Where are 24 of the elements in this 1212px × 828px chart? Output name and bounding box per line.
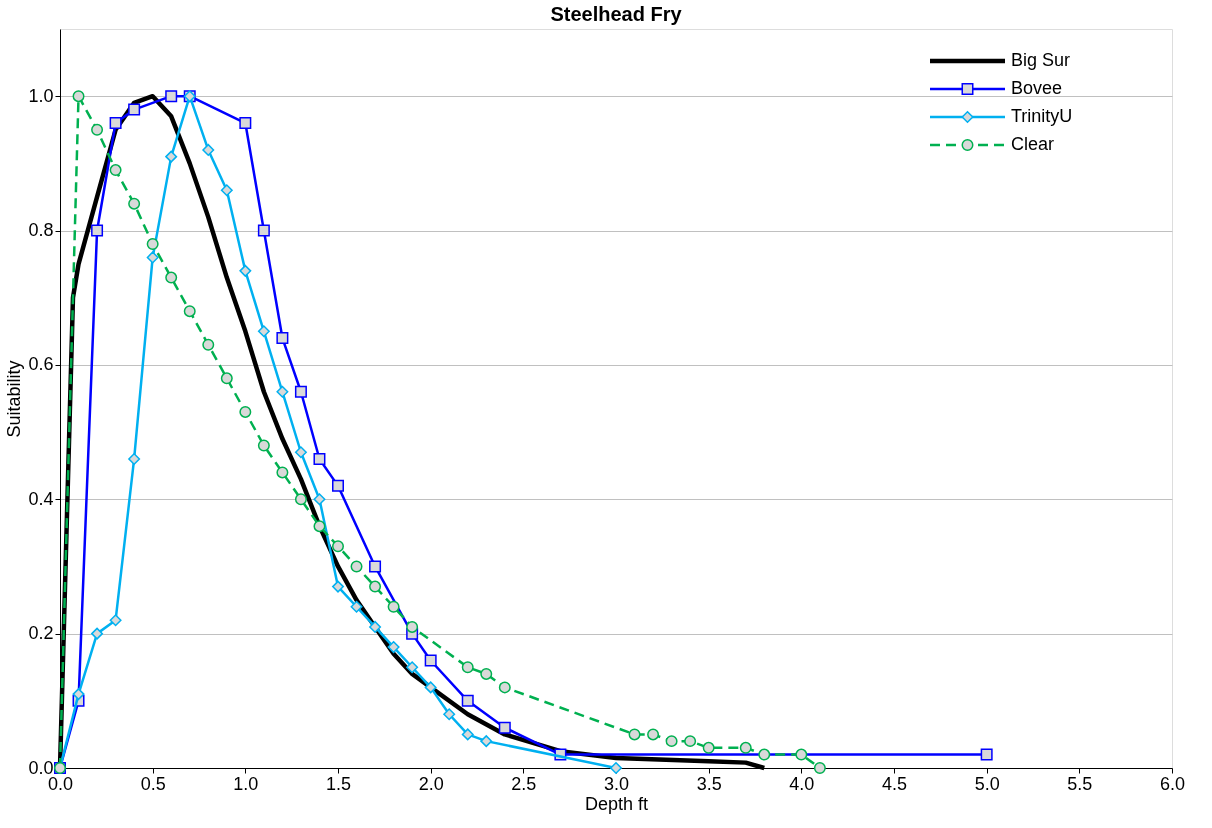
x-tick-label: 1.5 <box>325 773 352 794</box>
legend-label: Clear <box>1011 134 1055 154</box>
y-tick-label: 0.6 <box>28 354 54 375</box>
y-tick-label: 0.8 <box>28 220 54 241</box>
chart-title: Steelhead Fry <box>550 3 683 25</box>
y-axis-title: Suitability <box>4 360 25 438</box>
x-tick-label: 4.5 <box>881 773 908 794</box>
x-axis-title: Depth ft <box>584 793 649 814</box>
legend-label: Bovee <box>1011 78 1063 98</box>
x-tick-label: 6.0 <box>1159 773 1186 794</box>
legend-label: Big Sur <box>1011 50 1071 70</box>
x-tick-label: 5.0 <box>974 773 1000 794</box>
x-tick-label: 3.0 <box>603 773 630 794</box>
x-tick-label: 3.5 <box>696 773 722 794</box>
y-tick-label: 1.0 <box>28 85 54 106</box>
y-tick-label: 0.4 <box>28 488 54 509</box>
x-tick-label: 4.0 <box>789 773 815 794</box>
x-tick-label: 0.5 <box>140 773 166 794</box>
y-tick-label: 0.2 <box>28 623 54 644</box>
x-tick-label: 2.0 <box>418 773 444 794</box>
x-tick-label: 2.5 <box>511 773 537 794</box>
x-tick-label: 1.0 <box>233 773 259 794</box>
x-tick-label: 5.5 <box>1067 773 1093 794</box>
legend-label: TrinityU <box>1011 106 1073 126</box>
